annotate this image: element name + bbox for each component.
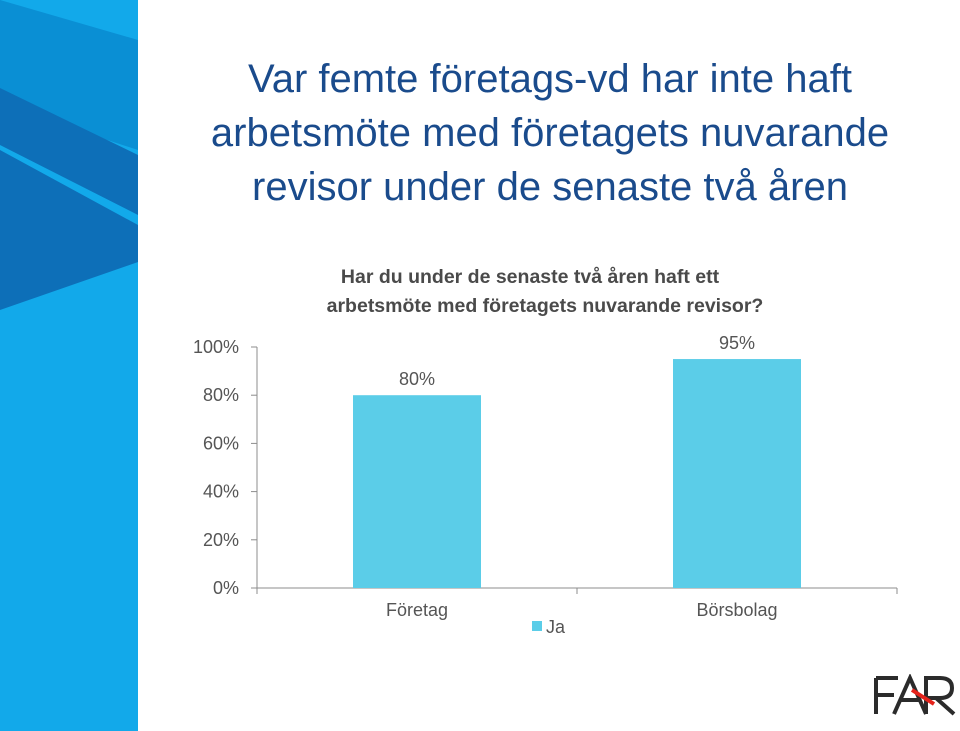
y-tick-label: 80% bbox=[203, 385, 239, 405]
slide-title-line: Var femte företags-vd har inte haft bbox=[247, 57, 852, 101]
slide-title-line: arbetsmöte med företagets nuvarande bbox=[210, 111, 890, 155]
slide-title: Var femte företags-vd har inte haft arbe… bbox=[150, 52, 950, 214]
far-logo bbox=[872, 673, 958, 723]
far-logo-graphic bbox=[874, 673, 956, 716]
chart-title-line: arbetsmöte med företagets nuvarande revi… bbox=[327, 295, 764, 317]
data-label: 95% bbox=[719, 333, 755, 353]
legend-label: Ja bbox=[546, 617, 566, 637]
y-tick-label: 100% bbox=[193, 337, 239, 357]
sidebar-decoration bbox=[0, 0, 138, 731]
category-label: Börsbolag bbox=[696, 600, 777, 620]
category-label: Företag bbox=[386, 600, 448, 620]
sidebar-stripe-dark bbox=[0, 88, 138, 215]
y-tick-label: 20% bbox=[203, 530, 239, 550]
sidebar-stripe-bottom bbox=[0, 150, 138, 310]
y-tick-label: 60% bbox=[203, 433, 239, 453]
y-tick-label: 0% bbox=[213, 578, 239, 598]
sidebar-graphic bbox=[0, 0, 138, 731]
legend-swatch bbox=[532, 621, 542, 631]
slide-title-line: revisor under de senaste två åren bbox=[252, 165, 848, 209]
bar bbox=[673, 359, 801, 588]
chart-title-line: Har du under de senaste två åren haft et… bbox=[341, 265, 720, 288]
data-label: 80% bbox=[399, 369, 435, 389]
y-tick-label: 40% bbox=[203, 482, 239, 502]
bar bbox=[353, 395, 481, 588]
